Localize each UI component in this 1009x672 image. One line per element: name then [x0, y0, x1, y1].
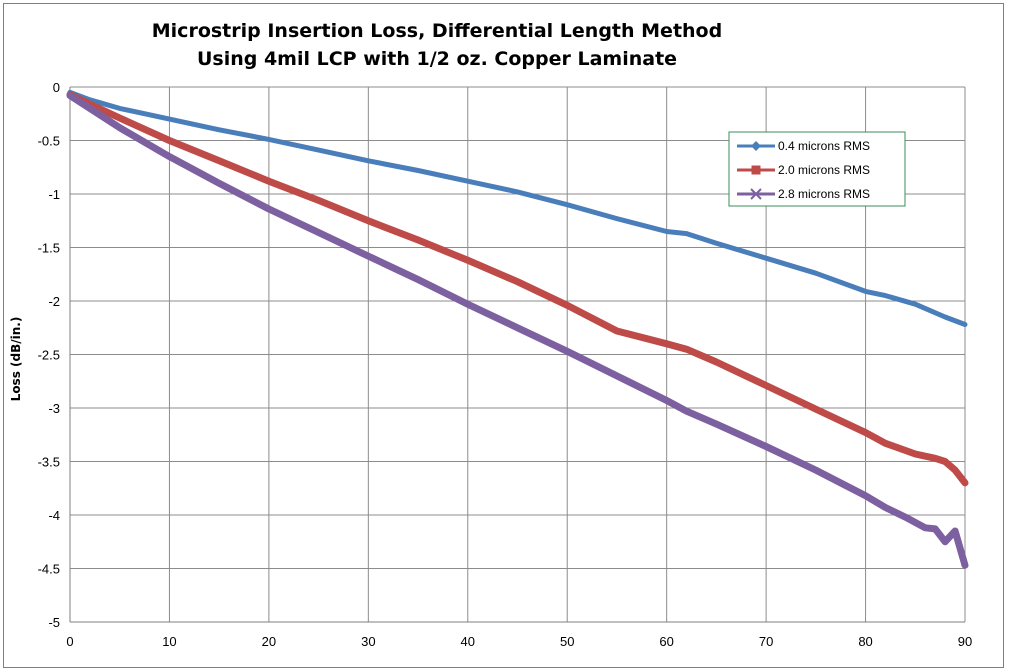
- legend-marker-square: [751, 165, 761, 175]
- x-tick-label: 40: [461, 634, 475, 649]
- y-tick-label: -5: [48, 615, 60, 630]
- legend-marker-diamond: [751, 141, 761, 151]
- x-tick-label: 0: [66, 634, 73, 649]
- series-x: [66, 92, 969, 569]
- legend-label: 2.0 microns RMS: [778, 163, 870, 177]
- chart-subtitle: Using 4mil LCP with 1/2 oz. Copper Lamin…: [197, 48, 677, 70]
- x-tick-label: 80: [858, 634, 872, 649]
- y-tick-label: -4: [48, 508, 60, 523]
- y-tick-label: -0.5: [38, 134, 60, 149]
- x-tick-label: 60: [659, 634, 673, 649]
- legend-marker-x: [750, 188, 762, 200]
- x-tick-label: 10: [162, 634, 176, 649]
- x-tick-labels: 0 10 20 30 40 50 60 70 80 90: [66, 634, 972, 649]
- y-tick-label: -3: [48, 401, 60, 416]
- chart-frame: Microstrip Insertion Loss, Differential …: [3, 3, 1004, 668]
- y-axis-label: Loss (dB/in.): [9, 317, 23, 402]
- y-tick-label: -4.5: [38, 562, 60, 577]
- legend-item: 0.4 microns RMS: [737, 139, 870, 153]
- y-tick-labels: 0 -0.5 -1 -1.5 -2 -2.5 -3 -3.5 -4 -4.5 -5: [38, 80, 60, 630]
- legend-label: 0.4 microns RMS: [778, 139, 870, 153]
- chart-title: Microstrip Insertion Loss, Differential …: [152, 20, 722, 42]
- y-tick-label: -3.5: [38, 455, 60, 470]
- legend-item: 2.8 microns RMS: [737, 187, 870, 201]
- series-line: [66, 92, 969, 569]
- legend-item: 2.0 microns RMS: [737, 163, 870, 177]
- y-tick-label: -1.5: [38, 241, 60, 256]
- y-tick-label: -2.5: [38, 348, 60, 363]
- x-tick-label: 30: [361, 634, 375, 649]
- x-tick-label: 50: [560, 634, 574, 649]
- y-tick-label: -2: [48, 294, 60, 309]
- line-chart: Microstrip Insertion Loss, Differential …: [9, 20, 972, 649]
- series-line: [66, 91, 969, 487]
- series-line: [67, 89, 968, 327]
- series-diamond: [67, 89, 968, 327]
- data-series: [66, 89, 969, 569]
- y-tick-label: 0: [53, 80, 60, 95]
- series-square: [66, 91, 969, 487]
- legend: 0.4 microns RMS 2.0 microns RMS 2.8 micron…: [728, 131, 906, 207]
- x-tick-label: 20: [262, 634, 276, 649]
- x-tick-label: 70: [759, 634, 773, 649]
- y-tick-label: -1: [48, 187, 60, 202]
- axes: [69, 87, 965, 623]
- x-tick-label: 90: [958, 634, 972, 649]
- legend-label: 2.8 microns RMS: [778, 187, 870, 201]
